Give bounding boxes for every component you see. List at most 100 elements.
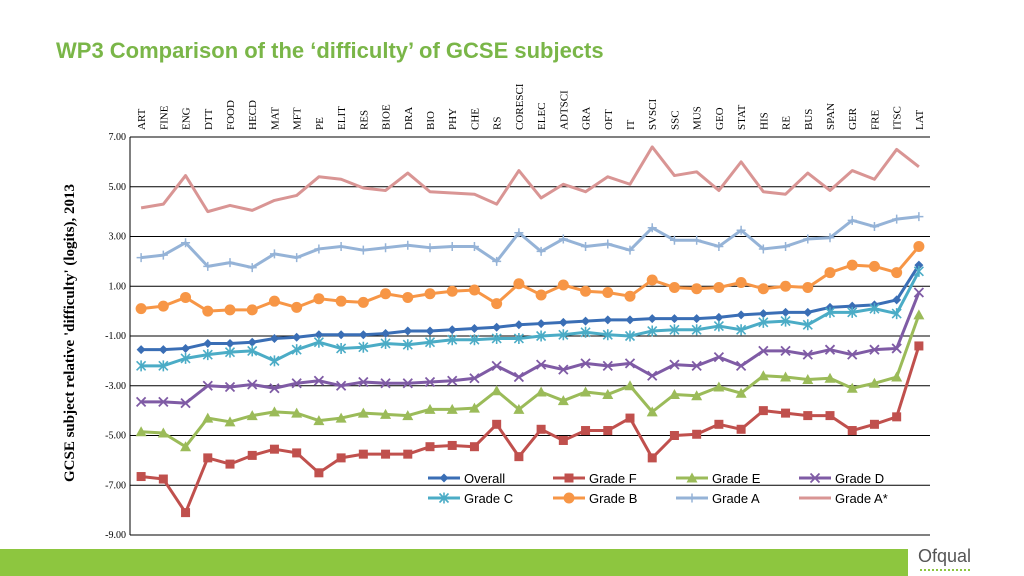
x-tick-label: ADTSCI <box>558 90 570 130</box>
data-point <box>847 426 857 436</box>
data-point <box>203 261 213 271</box>
data-point <box>692 429 702 439</box>
data-point <box>513 371 525 383</box>
data-point <box>536 424 546 434</box>
data-point <box>269 333 279 343</box>
data-point <box>603 426 613 436</box>
data-point <box>603 239 613 249</box>
chart-legend: Overall Grade F Grade E Grade D Grade C Grade… <box>428 471 888 506</box>
data-point <box>691 360 702 371</box>
data-point <box>536 319 546 329</box>
data-point <box>492 256 502 266</box>
data-point <box>358 376 369 388</box>
data-point <box>647 325 658 337</box>
data-point <box>514 320 524 330</box>
data-point <box>224 381 236 393</box>
data-point <box>291 378 302 389</box>
series-grade-a-star <box>140 145 920 214</box>
data-point <box>735 277 747 289</box>
legend-marker <box>564 473 574 483</box>
x-tick-label: FRE <box>869 110 881 130</box>
data-point <box>424 376 436 388</box>
data-point <box>624 380 636 391</box>
data-point <box>780 345 791 357</box>
data-point <box>514 452 524 462</box>
data-point <box>692 235 702 245</box>
y-tick-label: -1.00 <box>105 331 126 342</box>
data-point <box>669 235 679 245</box>
data-point <box>292 253 302 263</box>
x-tick-label: HIS <box>758 112 770 130</box>
data-point <box>357 296 369 308</box>
data-point <box>314 330 324 340</box>
data-point <box>447 440 457 450</box>
x-tick-label: CHE <box>469 108 481 130</box>
series-grade-b <box>135 240 925 317</box>
data-point <box>581 426 591 436</box>
data-point <box>135 303 147 315</box>
data-point <box>668 281 680 293</box>
data-point <box>802 349 813 360</box>
data-point <box>447 375 458 386</box>
data-point <box>269 383 280 394</box>
data-point <box>602 329 613 341</box>
data-point <box>668 388 680 399</box>
data-point <box>469 334 480 346</box>
data-point <box>514 228 524 238</box>
data-point <box>803 307 813 317</box>
data-point <box>446 285 458 297</box>
data-point <box>580 326 591 338</box>
data-point <box>914 260 924 270</box>
data-point <box>691 390 703 401</box>
data-point <box>647 453 657 463</box>
data-point <box>202 349 213 361</box>
data-point <box>781 408 791 418</box>
x-tick-label: PE <box>314 117 326 130</box>
data-point <box>780 315 791 327</box>
data-point <box>824 267 836 279</box>
data-point <box>669 324 680 336</box>
data-point <box>824 344 836 355</box>
x-tick-label: BIOE <box>381 104 393 130</box>
data-point <box>513 332 524 344</box>
legend-marker <box>809 472 821 484</box>
x-tick-label: ENG <box>181 107 193 130</box>
data-point <box>825 233 835 243</box>
data-point <box>425 243 435 253</box>
y-tick-label: -3.00 <box>105 381 126 392</box>
data-point <box>847 349 858 360</box>
x-tick-label: RS <box>492 117 504 130</box>
data-point <box>246 410 258 421</box>
data-point <box>713 281 725 293</box>
line-chart: 7.00 5.00 3.00 1.00 -1.00 -3.00 -5.00 -7.00 -9.0… <box>62 83 930 541</box>
data-point <box>403 326 413 336</box>
data-point <box>869 419 879 429</box>
data-point <box>313 415 325 426</box>
legend-item-grade-a-star: Grade A* <box>799 491 888 506</box>
data-point <box>602 286 614 298</box>
data-point <box>581 241 591 251</box>
data-point <box>202 380 213 391</box>
data-point <box>714 312 724 322</box>
data-point <box>646 274 658 286</box>
data-point <box>913 309 925 320</box>
data-point <box>914 341 924 351</box>
series-line-grade-b <box>140 245 921 313</box>
data-point <box>313 336 324 348</box>
legend-marker <box>686 472 698 483</box>
data-point <box>468 402 480 413</box>
legend-marker <box>438 492 450 504</box>
legend-item-grade-c: Grade C <box>428 491 513 506</box>
data-point <box>447 334 458 346</box>
data-point <box>758 406 768 416</box>
data-point <box>402 339 413 351</box>
data-point <box>491 360 502 371</box>
y-axis-label: GCSE subject relative 'difficulty' (logi… <box>62 184 78 482</box>
data-point <box>447 325 457 335</box>
data-point <box>757 370 769 381</box>
data-point <box>158 474 168 484</box>
data-point <box>892 412 902 422</box>
legend-label: Grade C <box>464 491 513 506</box>
series-grade-f <box>136 341 924 518</box>
data-point <box>158 345 168 355</box>
